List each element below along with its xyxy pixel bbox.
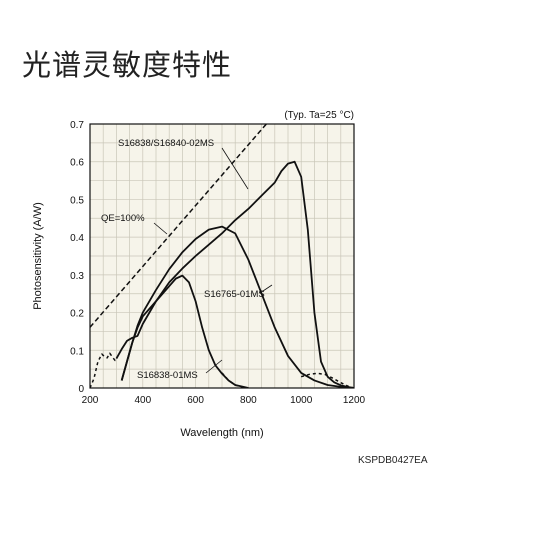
grid-lines [90, 124, 354, 388]
y-tick-label: 0.1 [70, 346, 84, 357]
series-line-s16765-01ms [120, 225, 354, 388]
y-tick-label: 0.4 [70, 233, 84, 244]
annotation-label: S16765-01MS [204, 289, 265, 300]
annotation-leader [205, 359, 223, 374]
x-tick-label: 1200 [343, 395, 366, 406]
document-code: KSPDB0427EA [358, 455, 428, 466]
x-axis-label: Wavelength (nm) [180, 427, 263, 439]
series-line-s16838-s16840-02ms [115, 160, 354, 388]
y-tick-label: 0.3 [70, 271, 84, 282]
condition-note: (Typ. Ta=25 °C) [284, 110, 354, 121]
series-line-s16838-01ms-tail [221, 372, 249, 388]
x-tick-label: 800 [240, 395, 257, 406]
y-tick-label: 0.5 [70, 195, 84, 206]
tick-labels: 200 400 600 800 1000 1200 0 0.1 0.2 0.3 0.4 0.5 0.6 0… [70, 120, 365, 406]
y-axis-label: Photosensitivity (A/W) [32, 202, 44, 310]
y-tick-label: 0.2 [70, 309, 84, 320]
y-tick-label: 0 [78, 384, 84, 395]
annotation-label: S16838-01MS [137, 370, 198, 381]
series-layer [90, 124, 354, 388]
annotation-layer: S16838/S16840-02MS QE=100% S16765-01MS S168… [101, 138, 273, 381]
x-tick-label: 200 [82, 395, 99, 406]
plot-frame [89, 123, 355, 389]
x-tick-label: 400 [134, 395, 151, 406]
x-tick-label: 600 [187, 395, 204, 406]
y-tick-label: 0.7 [70, 120, 84, 131]
series-line-ir-tail [300, 372, 354, 388]
x-tick-label: 1000 [290, 395, 313, 406]
annotation-label: QE=100% [101, 213, 145, 224]
series-line-uv-extension [90, 352, 118, 388]
annotation-label: S16838/S16840-02MS [118, 138, 214, 149]
annotation-leader [153, 222, 168, 235]
series-line-qe-100- [90, 124, 268, 328]
annotation-leader [221, 147, 249, 190]
page-title: 光谱灵敏度特性 [22, 48, 233, 82]
y-tick-label: 0.6 [70, 158, 84, 169]
annotation-leader [259, 284, 273, 294]
